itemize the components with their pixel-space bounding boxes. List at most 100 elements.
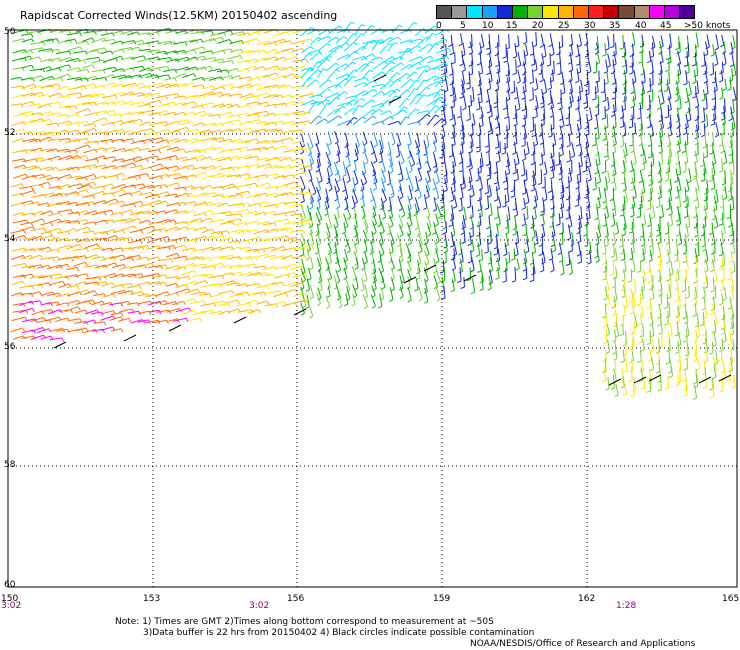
wind-barb [29, 75, 42, 80]
wind-barb [318, 276, 323, 290]
wind-barb-flag [432, 209, 437, 212]
wind-barb [291, 273, 306, 279]
wind-barb [22, 165, 36, 170]
wind-barb [91, 256, 104, 260]
wind-barb [345, 293, 349, 305]
wind-barb [199, 257, 210, 261]
wind-barb [28, 138, 39, 143]
wind-barb [658, 269, 662, 280]
wind-barb [696, 80, 699, 93]
wind-barb [720, 70, 724, 81]
wind-barb [670, 203, 673, 214]
wind-barb-flag [151, 262, 155, 267]
wind-barb-flag [578, 153, 583, 157]
wind-barb-flag [70, 309, 74, 314]
wind-barb [247, 31, 259, 36]
wind-barb [64, 191, 77, 196]
wind-barb [84, 243, 98, 249]
wind-barb [551, 43, 555, 55]
wind-barb [703, 223, 706, 235]
wind-barb-flag [364, 161, 369, 165]
wind-barb [370, 240, 374, 253]
wind-barb-flag [326, 295, 331, 298]
wind-barb [613, 296, 617, 307]
wind-barb [37, 275, 51, 279]
wind-barb [64, 149, 76, 153]
wind-barb-flag [309, 165, 313, 170]
wind-barb [109, 55, 121, 61]
wind-barb-flag [309, 267, 314, 271]
wind-barb-flag [439, 271, 444, 274]
wind-barb-flag [193, 247, 197, 252]
wind-barb-flag [47, 182, 51, 187]
wind-barb [487, 195, 490, 209]
wind-barb-flag [701, 296, 706, 299]
wind-barb [74, 210, 88, 215]
wind-barb [175, 288, 188, 294]
wind-barb-flag [466, 87, 471, 90]
wind-barb [28, 166, 39, 171]
wind-barb [254, 238, 269, 243]
wind-barb [243, 38, 258, 43]
wind-barb [281, 302, 296, 307]
wind-barb-flag [317, 69, 322, 73]
wind-barb [433, 103, 445, 114]
wind-barb [264, 228, 277, 234]
wind-barb [47, 202, 60, 208]
wind-barb [445, 240, 448, 252]
wind-barb-flag [267, 182, 271, 187]
wind-barb [408, 212, 413, 225]
wind-barb [345, 239, 351, 251]
wind-barb [668, 284, 672, 298]
wind-barb-flag [470, 291, 475, 295]
wind-barb [193, 192, 207, 198]
wind-barb [688, 214, 691, 227]
wind-barb-flag [405, 98, 410, 101]
wind-barb-flag [710, 290, 715, 293]
wind-barb [729, 214, 733, 226]
wind-barb [47, 138, 59, 142]
wind-barb [597, 169, 602, 182]
wind-barb [362, 161, 367, 173]
wind-barb [723, 106, 726, 119]
wind-barb [659, 251, 663, 264]
wind-barb [535, 31, 537, 46]
wind-barb-flag [193, 263, 197, 267]
wind-barb [256, 163, 270, 168]
wind-barb-flag [58, 67, 62, 72]
wind-barb [549, 52, 551, 66]
wind-barb-flag [305, 300, 309, 305]
wind-barb [454, 52, 456, 63]
wind-barb-flag [33, 174, 37, 179]
wind-barb [66, 122, 78, 126]
wind-barb [613, 303, 617, 314]
wind-barb [191, 248, 202, 252]
wind-barb [355, 143, 359, 154]
wind-barb-flag [592, 144, 597, 147]
wind-barb [12, 49, 25, 54]
wind-barb [643, 240, 647, 254]
wind-barb-flag [315, 79, 319, 83]
wind-barb-flag [256, 155, 260, 161]
wind-barb-flag [151, 274, 155, 279]
wind-barb-flag [275, 303, 279, 308]
wind-barb [425, 149, 429, 162]
wind-barb-flag [442, 261, 447, 265]
wind-barb-flag [335, 69, 340, 72]
wind-barb-flag [692, 303, 697, 307]
wind-barb [443, 53, 446, 67]
wind-barb-flag [488, 80, 493, 83]
wind-barb-flag [300, 213, 304, 218]
wind-barb-flag [159, 200, 163, 205]
wind-barb [209, 146, 222, 151]
wind-barb-flag [380, 252, 385, 257]
wind-barb [245, 248, 258, 252]
wind-barb [580, 143, 583, 155]
wind-barb [201, 102, 214, 106]
wind-barb [416, 79, 425, 90]
wind-barb-flag [51, 148, 55, 153]
wind-barb [705, 195, 708, 209]
wind-barb [679, 231, 683, 244]
wind-barb [74, 309, 86, 314]
wind-barb [703, 123, 706, 136]
